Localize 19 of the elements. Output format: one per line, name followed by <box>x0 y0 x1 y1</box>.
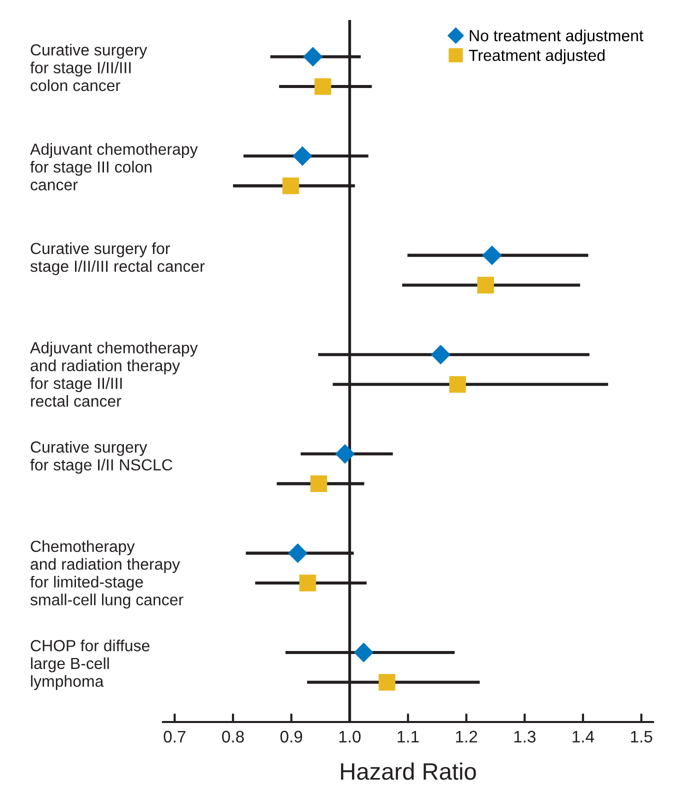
x-tick-label: 1.3 <box>514 730 536 743</box>
y-tick-label: Curative surgery for stage I/II/III rectal cancer <box>30 242 205 276</box>
legend-label: No treatment adjustment <box>470 30 644 44</box>
x-tick-label: 0.9 <box>280 730 302 743</box>
y-tick-label: Adjuvant chemotherapy and radiation therapy for stage II/III rectal cancer <box>30 342 198 407</box>
y-tick-label: Curative surgery for stage I/II NSCLC <box>30 441 172 474</box>
y-tick-label: Chemotherapy and radiation therapy for limited-stage small-cell lung cancer <box>30 540 184 609</box>
x-tick-label: 1.2 <box>456 730 478 742</box>
x-tick-label: 0.8 <box>222 730 244 743</box>
x-tick-label: 1.4 <box>572 730 594 742</box>
y-tick-label: CHOP for diffuse large B-cell lymphoma <box>30 640 150 690</box>
x-axis-title: Hazard Ratio <box>341 762 476 780</box>
legend-label: Treatment adjusted <box>468 49 605 64</box>
x-tick-label: 0.7 <box>164 730 186 743</box>
x-tick-label: 1.1 <box>398 730 419 742</box>
y-tick-label: Adjuvant chemotherapy for stage III colon cancer <box>30 143 198 190</box>
x-tick-label: 1.5 <box>631 730 652 743</box>
text: 1.0 <box>339 730 361 743</box>
y-tick-label: Curative surgery for stage I/II/III colon cancer <box>30 44 148 92</box>
